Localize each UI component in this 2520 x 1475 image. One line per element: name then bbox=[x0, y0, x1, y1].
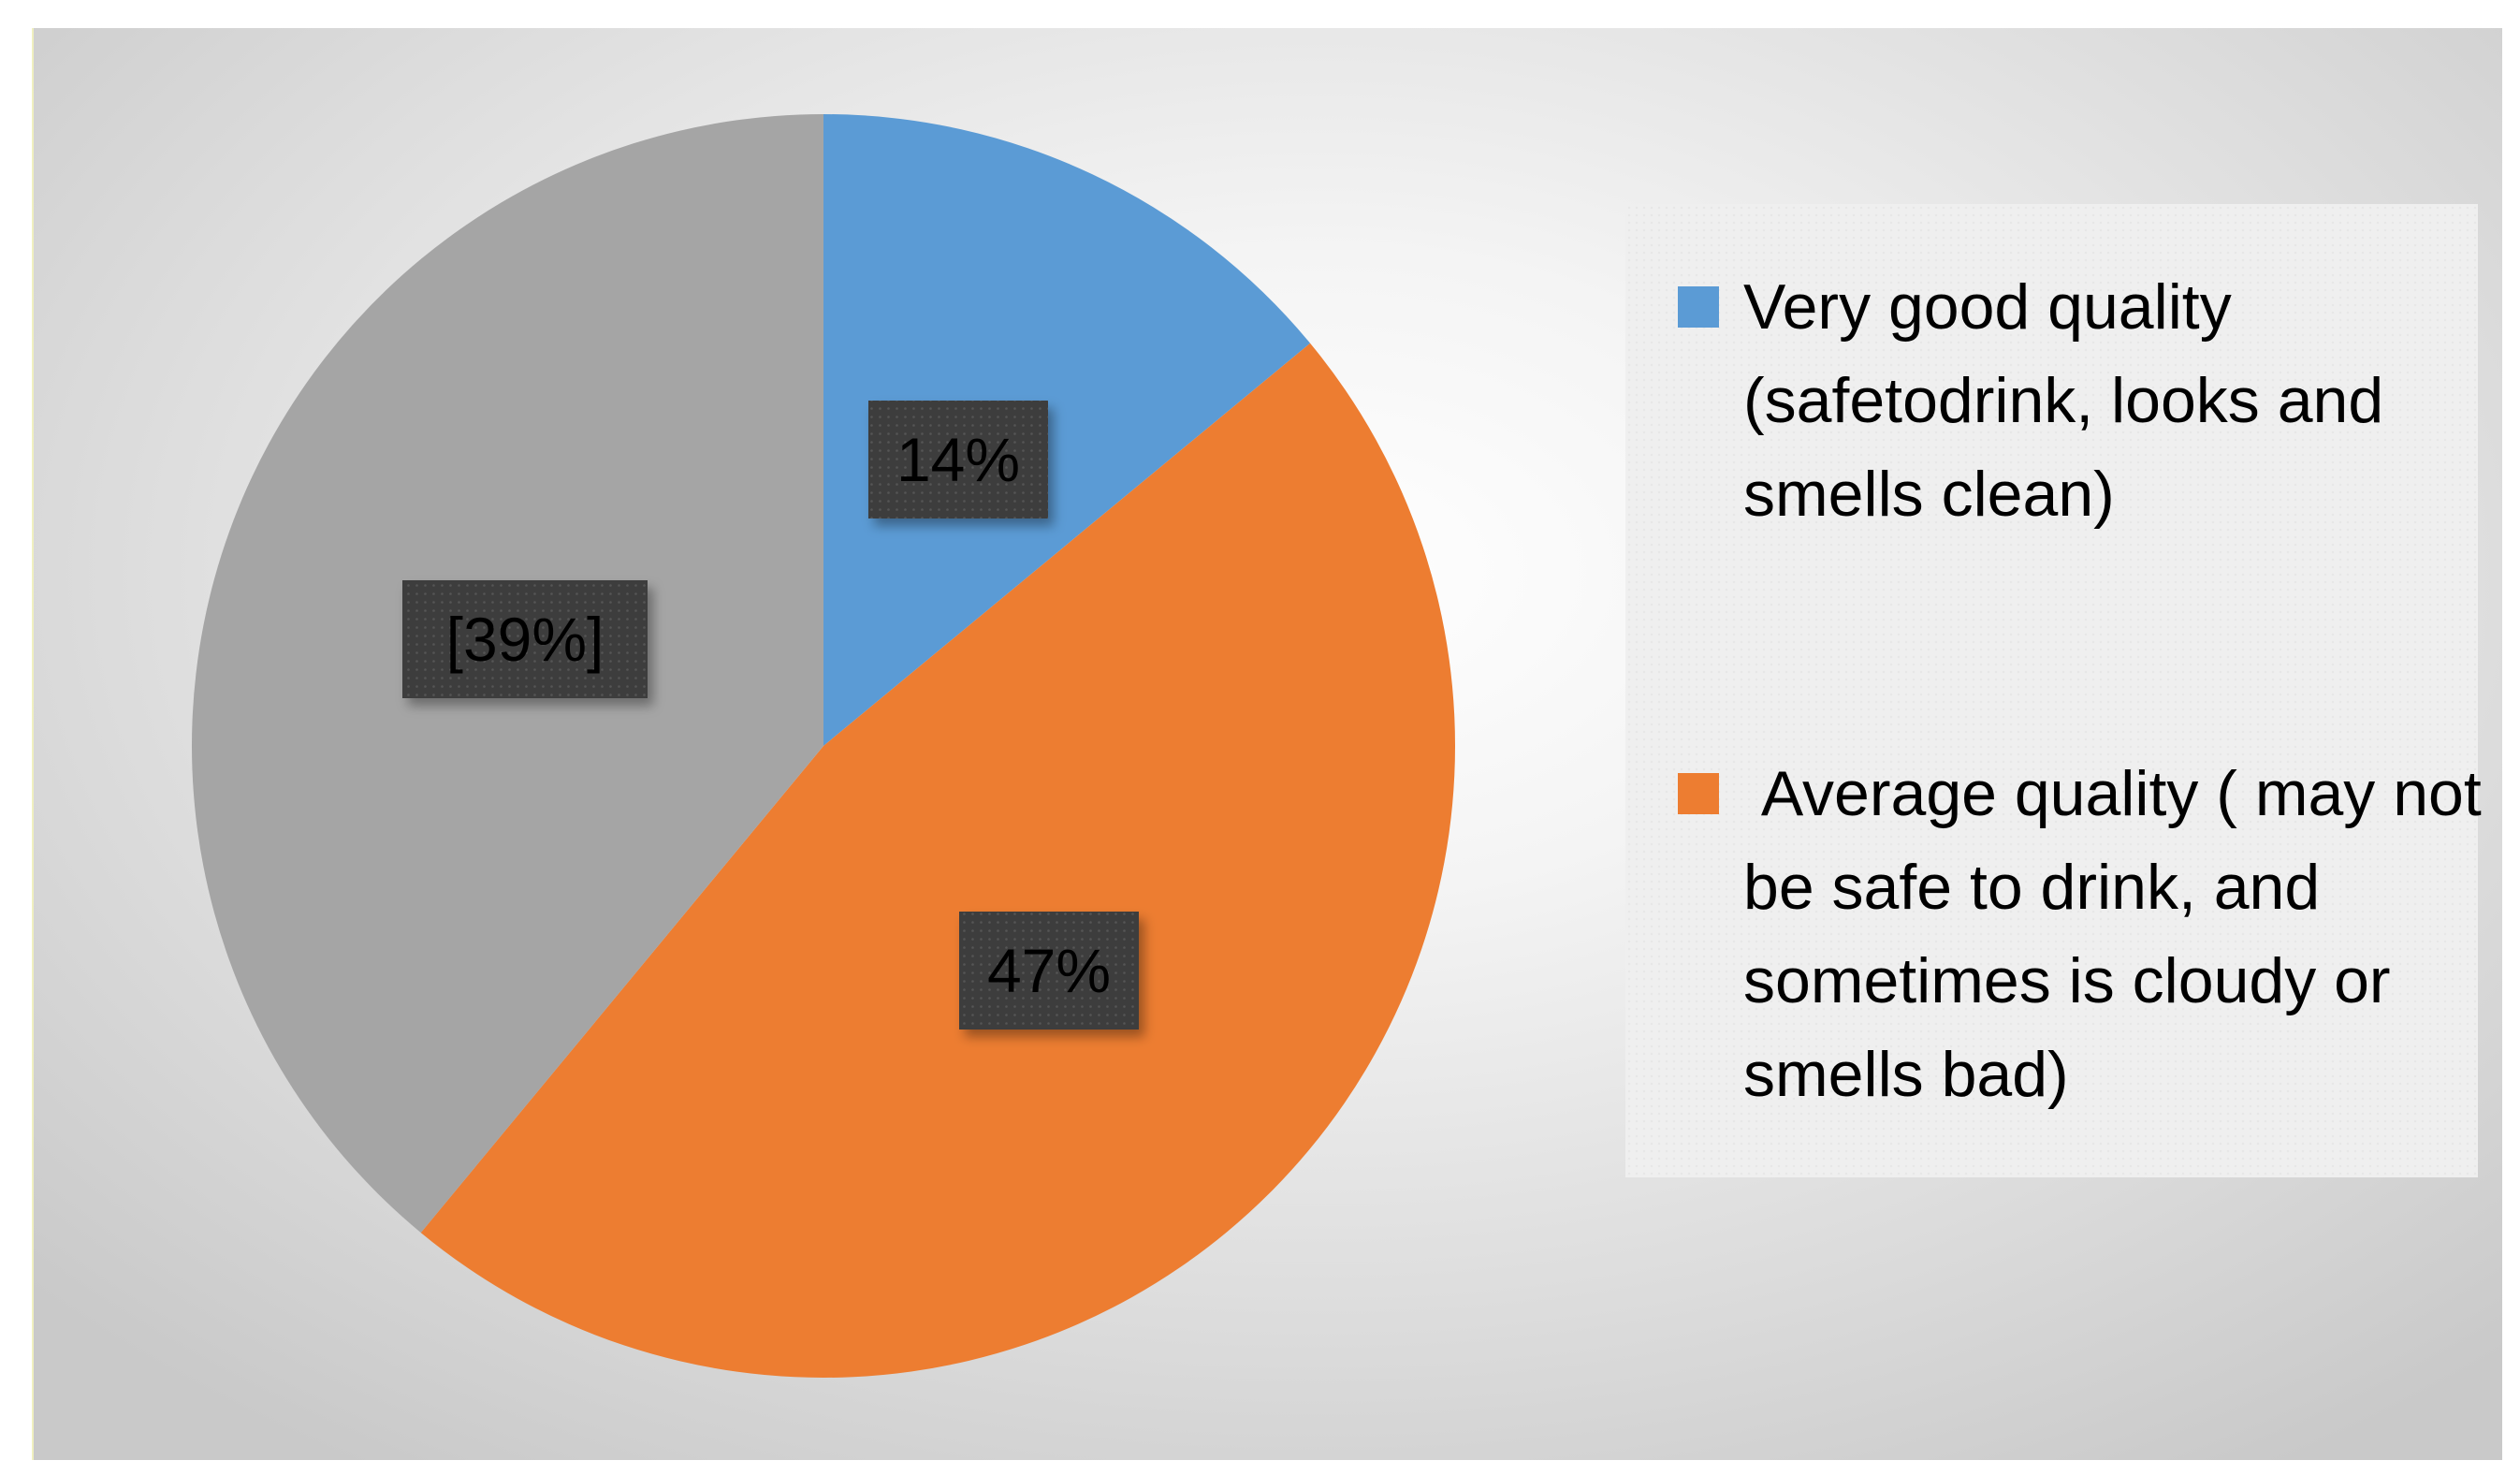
data-label-text: [39%] bbox=[446, 605, 605, 674]
legend-swatch-very-good bbox=[1678, 286, 1719, 328]
legend-label-very-good: Very good quality (safetodrink, looks an… bbox=[1743, 271, 2402, 530]
data-label-box bbox=[959, 912, 1139, 1030]
legend: Very good quality (safetodrink, looks an… bbox=[1625, 204, 2482, 1177]
data-label-text: 14% bbox=[896, 425, 1020, 494]
data-label-text: 47% bbox=[987, 936, 1111, 1005]
slice-very-good bbox=[823, 114, 1311, 746]
slice-average bbox=[420, 343, 1455, 1378]
data-label-box bbox=[402, 580, 648, 698]
data-label-very-good: 14% bbox=[868, 401, 1048, 518]
data-label-other: [39%] bbox=[402, 580, 648, 698]
data-label-box bbox=[868, 401, 1048, 518]
legend-swatch-average bbox=[1678, 773, 1719, 814]
legend-label-average: Average quality ( may not be safe to dri… bbox=[1743, 758, 2482, 1110]
data-label-average: 47% bbox=[959, 912, 1139, 1030]
